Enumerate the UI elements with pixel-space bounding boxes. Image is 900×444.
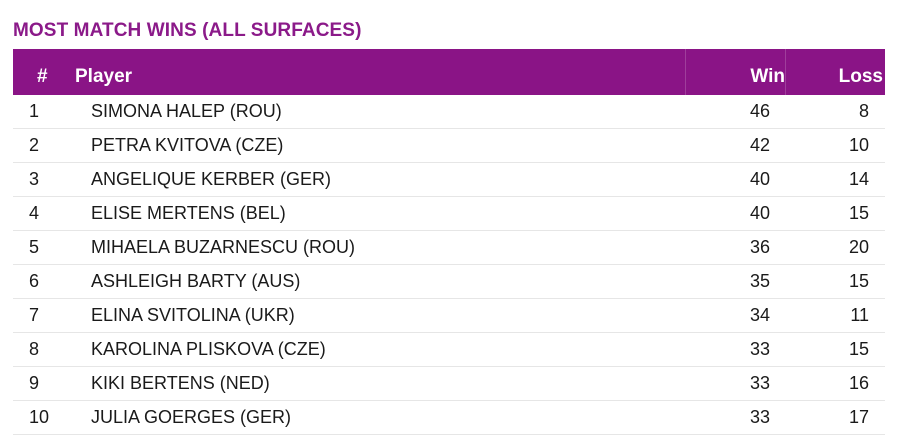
table-row: 9 KIKI BERTENS (NED) 33 16 [13, 367, 885, 401]
table-row: 5 MIHAELA BUZARNESCU (ROU) 36 20 [13, 231, 885, 265]
header-divider [685, 49, 686, 95]
table-row: 10 JULIA GOERGES (GER) 33 17 [13, 401, 885, 435]
win-cell: 33 [749, 373, 770, 393]
player-cell: ANGELIQUE KERBER (GER) [91, 169, 332, 189]
rank-cell: 9 [29, 373, 40, 393]
loss-cell: 15 [848, 339, 869, 359]
table-row: 7 ELINA SVITOLINA (UKR) 34 11 [13, 299, 885, 333]
win-cell: 40 [749, 169, 770, 189]
rank-cell: 7 [29, 305, 40, 325]
table-body: 1 SIMONA HALEP (ROU) 46 8 2 PETRA KVITOV… [13, 95, 885, 435]
header-rank: # [37, 66, 48, 87]
loss-cell: 17 [848, 407, 869, 427]
table-row: 1 SIMONA HALEP (ROU) 46 8 [13, 95, 885, 129]
table-row: 8 KAROLINA PLISKOVA (CZE) 33 15 [13, 333, 885, 367]
win-cell: 34 [749, 305, 770, 325]
win-cell: 42 [749, 135, 770, 155]
win-cell: 36 [749, 237, 770, 257]
table-row: 4 ELISE MERTENS (BEL) 40 15 [13, 197, 885, 231]
win-cell: 40 [749, 203, 770, 223]
table-row: 3 ANGELIQUE KERBER (GER) 40 14 [13, 163, 885, 197]
loss-cell: 15 [848, 203, 869, 223]
player-cell: ELINA SVITOLINA (UKR) [91, 305, 295, 325]
rank-cell: 2 [29, 135, 40, 155]
win-cell: 46 [749, 101, 770, 121]
rank-cell: 8 [29, 339, 40, 359]
table-header: # Player Win Loss [13, 49, 885, 95]
player-cell: ASHLEIGH BARTY (AUS) [91, 271, 301, 291]
table-row: 2 PETRA KVITOVA (CZE) 42 10 [13, 129, 885, 163]
player-cell: PETRA KVITOVA (CZE) [91, 135, 284, 155]
player-cell: KIKI BERTENS (NED) [91, 373, 270, 393]
player-cell: JULIA GOERGES (GER) [91, 407, 292, 427]
header-divider [785, 49, 786, 95]
table-title: MOST MATCH WINS (ALL SURFACES) [13, 20, 362, 41]
win-cell: 33 [749, 407, 770, 427]
rank-cell: 10 [29, 407, 50, 427]
rank-cell: 3 [29, 169, 40, 189]
rank-cell: 6 [29, 271, 40, 291]
header-player: Player [75, 66, 133, 87]
player-cell: SIMONA HALEP (ROU) [91, 101, 282, 121]
win-cell: 35 [749, 271, 770, 291]
loss-cell: 14 [848, 169, 869, 189]
player-cell: KAROLINA PLISKOVA (CZE) [91, 339, 326, 359]
rank-cell: 5 [29, 237, 40, 257]
loss-cell: 8 [858, 101, 869, 121]
player-cell: MIHAELA BUZARNESCU (ROU) [91, 237, 356, 257]
header-win: Win [750, 66, 785, 87]
rank-cell: 1 [29, 101, 40, 121]
player-cell: ELISE MERTENS (BEL) [91, 203, 286, 223]
table-row: 6 ASHLEIGH BARTY (AUS) 35 15 [13, 265, 885, 299]
loss-cell: 10 [848, 135, 869, 155]
header-loss: Loss [838, 66, 883, 87]
match-wins-table: # Player Win Loss 1 SIMONA HALEP (ROU) 4… [13, 49, 885, 435]
rank-cell: 4 [29, 203, 40, 223]
win-cell: 33 [749, 339, 770, 359]
loss-cell: 11 [850, 305, 869, 325]
loss-cell: 16 [848, 373, 869, 393]
loss-cell: 20 [848, 237, 869, 257]
loss-cell: 15 [848, 271, 869, 291]
